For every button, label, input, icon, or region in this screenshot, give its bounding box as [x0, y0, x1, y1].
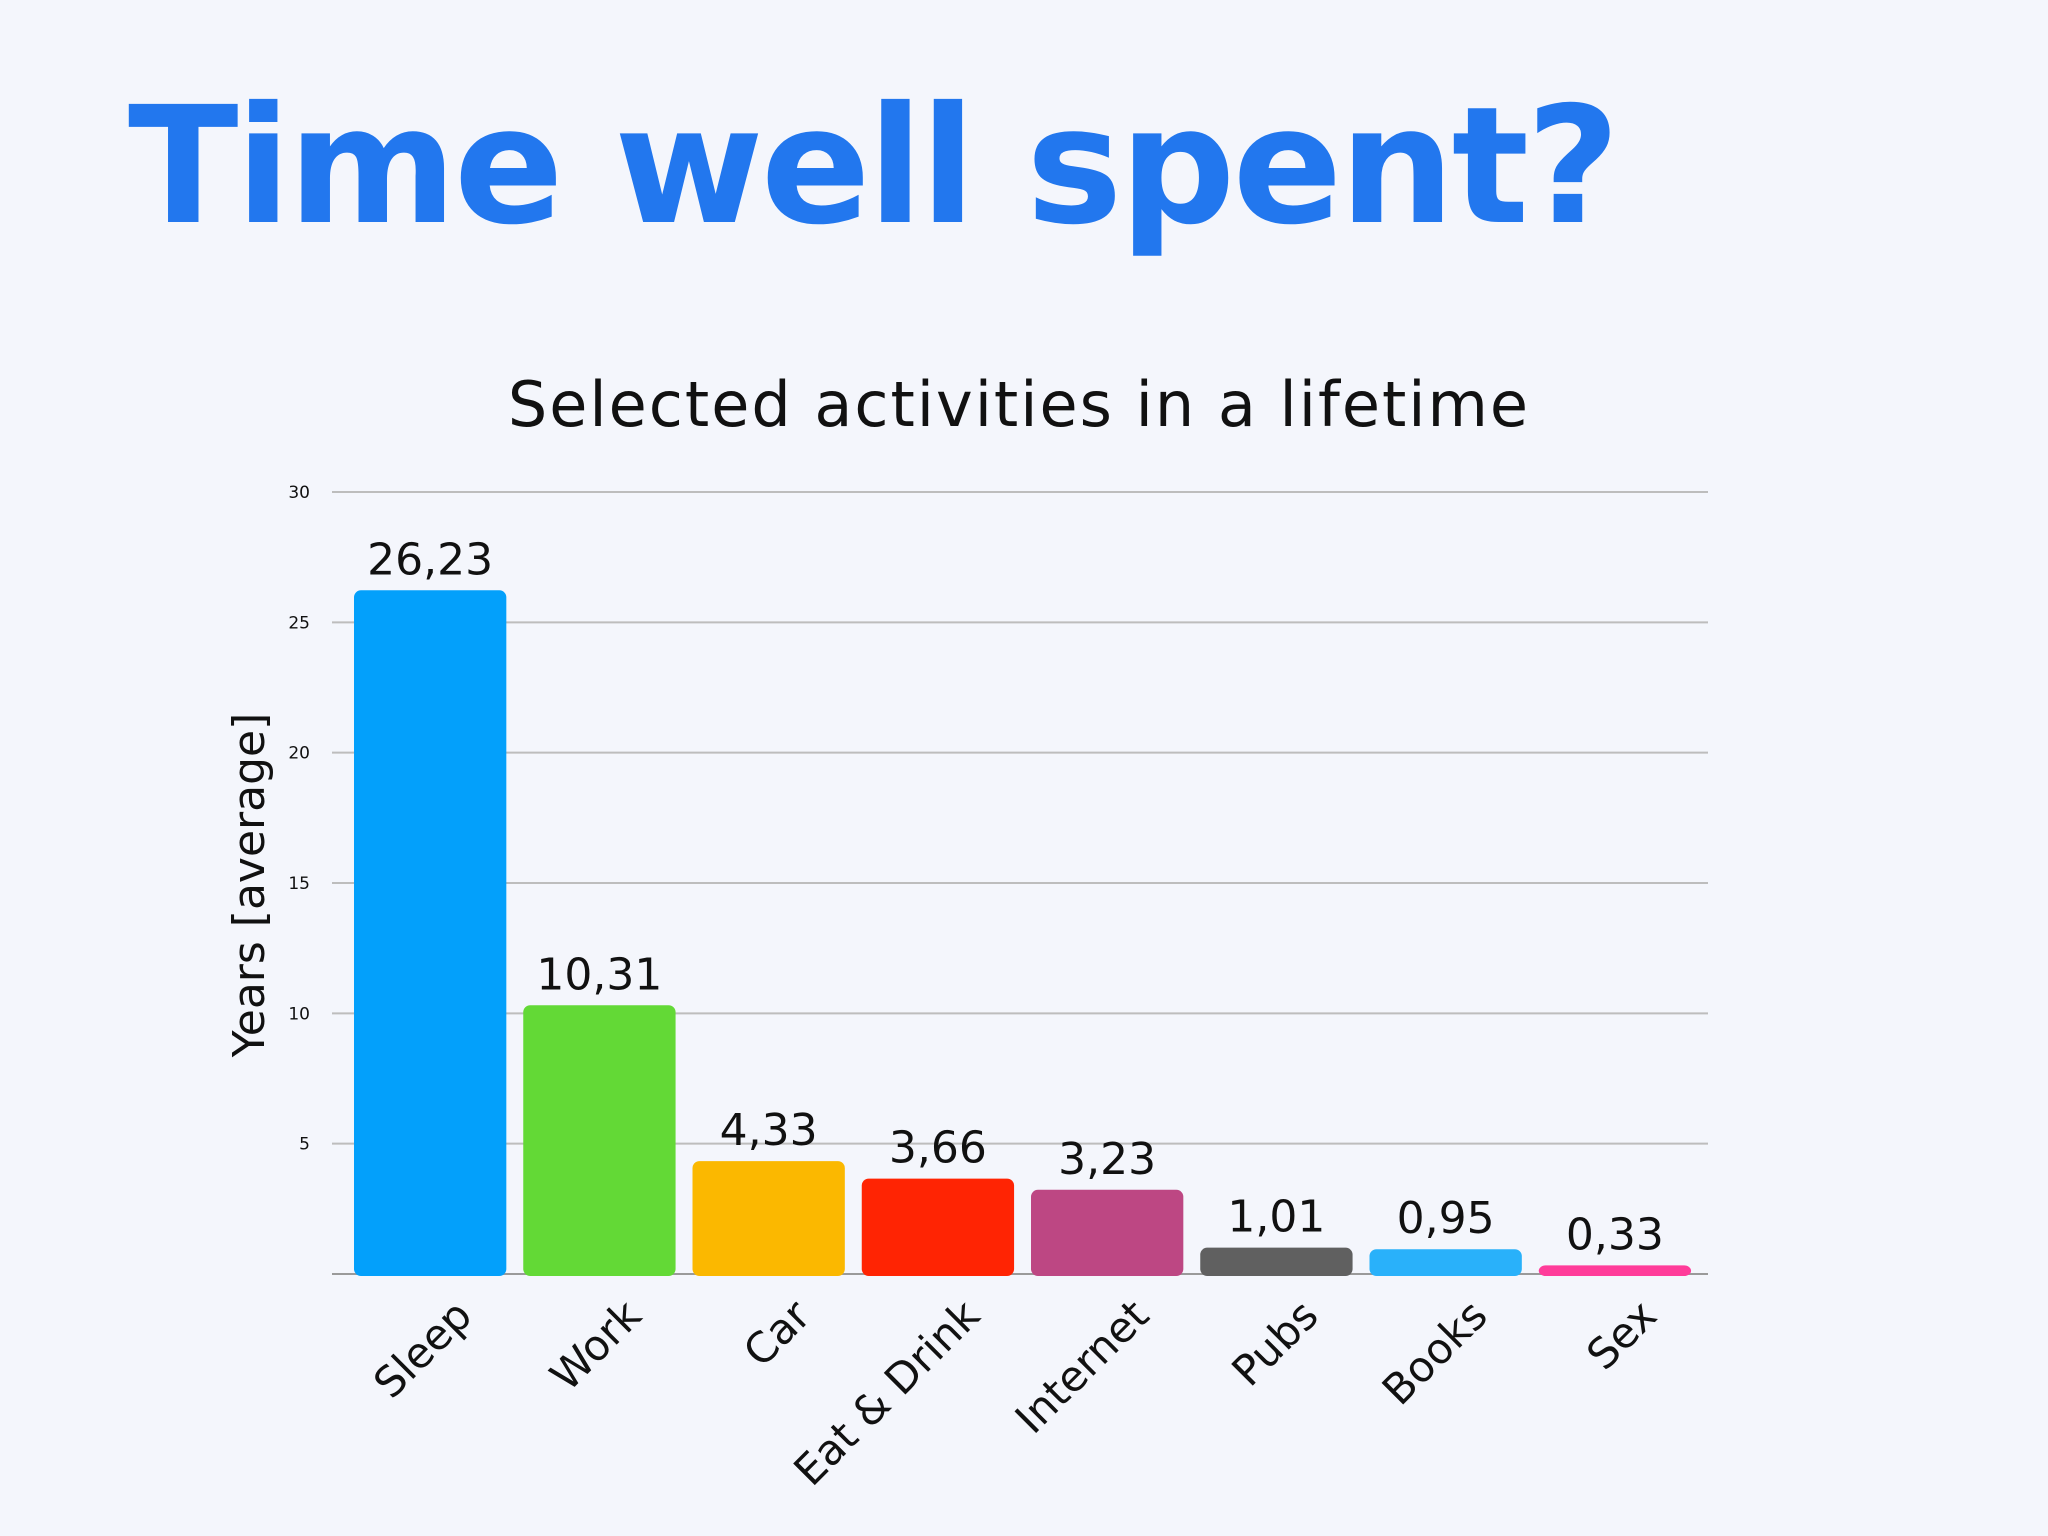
data-label-car: 4,33 — [720, 1105, 818, 1156]
bar-sleep — [354, 590, 507, 1276]
data-label-books: 0,95 — [1397, 1193, 1495, 1244]
category-label-work: Work — [541, 1290, 651, 1400]
bar-eat-drink — [861, 1178, 1015, 1276]
data-label-internet: 3,23 — [1058, 1134, 1156, 1185]
bar-books — [1369, 1249, 1522, 1276]
bars — [354, 590, 1692, 1276]
data-label-sleep: 26,23 — [367, 534, 493, 585]
bar-work — [523, 1005, 676, 1276]
data-labels: 26,23 10,31 4,33 3,66 3,23 1,01 0,95 0,33 — [367, 534, 1664, 1260]
category-label-pubs: Pubs — [1222, 1290, 1327, 1395]
y-tick-label: 30 — [288, 483, 310, 503]
data-label-work: 10,31 — [536, 949, 662, 1000]
bar-internet — [1031, 1189, 1184, 1276]
y-tick-label: 10 — [288, 1004, 310, 1024]
y-tick-labels: 5 10 15 20 25 30 — [288, 483, 310, 1155]
category-label-sex: Sex — [1577, 1290, 1666, 1379]
data-label-sex: 0,33 — [1566, 1209, 1664, 1260]
category-label-car: Car — [734, 1290, 820, 1376]
bar-sex — [1538, 1265, 1692, 1276]
bar-pubs — [1200, 1247, 1353, 1276]
data-label-eat-drink: 3,66 — [889, 1123, 987, 1174]
category-label-internet: Internet — [1006, 1290, 1159, 1443]
y-tick-label: 25 — [288, 613, 310, 633]
chart-title: Selected activities in a lifetime — [508, 368, 1530, 441]
page-title: Time well spent? — [128, 73, 1620, 261]
y-axis-title: Years [average] — [224, 713, 275, 1059]
bar-car — [692, 1161, 845, 1276]
data-label-pubs: 1,01 — [1227, 1192, 1325, 1243]
y-tick-label: 15 — [288, 874, 310, 894]
y-tick-label: 20 — [288, 744, 310, 764]
category-label-books: Books — [1373, 1290, 1497, 1414]
y-tick-label: 5 — [299, 1135, 310, 1155]
category-label-sleep: Sleep — [364, 1290, 481, 1407]
